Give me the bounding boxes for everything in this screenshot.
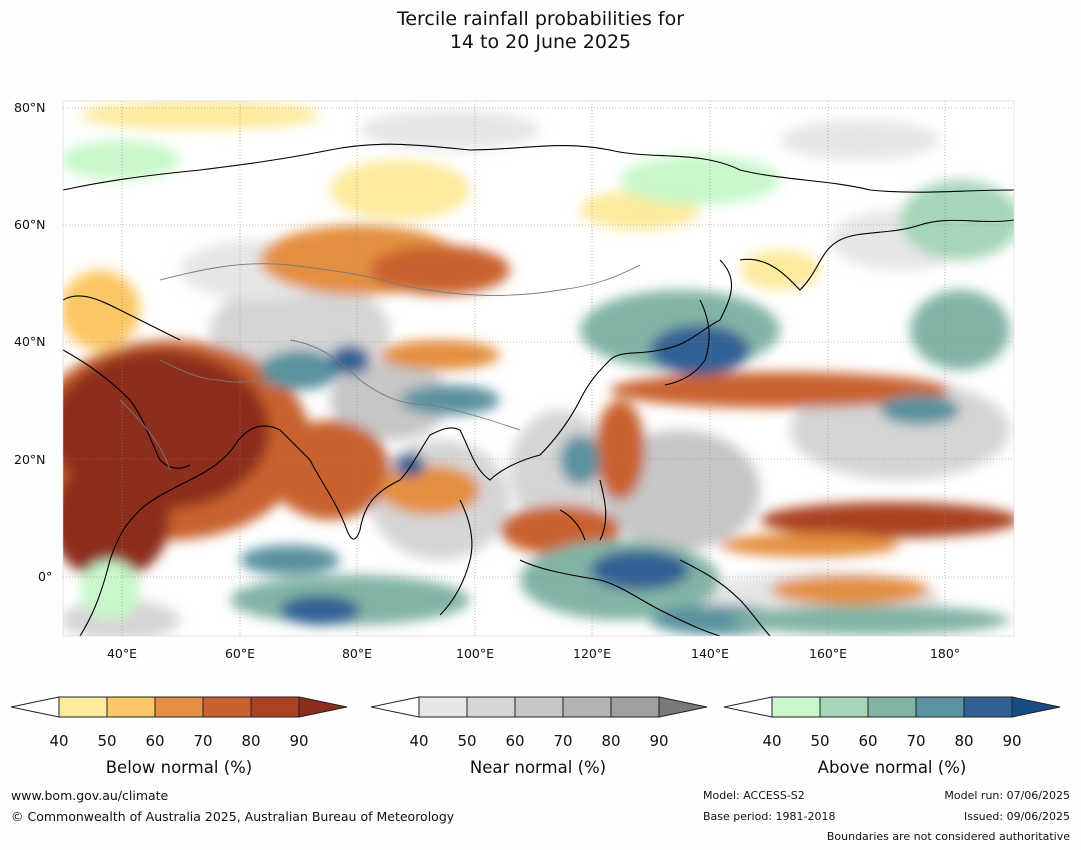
lat-label-equator: 0° [38,569,53,584]
country-borders [119,263,641,471]
cbar-near-tick: 70 [553,732,573,750]
colorbar-below-normal [10,696,348,718]
colorbar-near-normal [370,696,708,718]
cbar-above-tick: 70 [906,732,926,750]
lat-label-40n: 40°N [14,334,46,349]
cbar-above-seg-1 [819,696,869,718]
cbar-above-tick: 40 [762,732,782,750]
chart-title: Tercile rainfall probabilities for 14 to… [0,8,1081,54]
lat-label-60n: 60°N [14,217,46,232]
base-period: Base period: 1981-2018 [703,810,836,823]
lat-label-20n: 20°N [14,452,46,467]
colorbar-above-title: Above normal (%) [817,758,967,777]
model-name: Model: ACCESS-S2 [703,789,805,802]
boundaries-disclaimer: Boundaries are not considered authoritat… [826,830,1070,843]
title-line-1: Tercile rainfall probabilities for [396,8,685,30]
cbar-near-tick: 40 [409,732,429,750]
cbar-below-seg-1 [106,696,156,718]
map-field [63,101,1014,636]
model-run-date: Model run: 07/06/2025 [944,789,1070,802]
copyright-text: © Commonwealth of Australia 2025, Austra… [11,809,455,824]
graticule [63,101,1014,636]
issued-date: Issued: 09/06/2025 [963,810,1070,823]
cbar-near-seg-2 [514,696,564,718]
cbar-near-high-extend [658,696,708,718]
cbar-below-low-extend [10,696,60,718]
cbar-near-low-extend [370,696,420,718]
cbar-above-tick: 50 [810,732,830,750]
lon-label-140e: 140°E [690,646,730,661]
lon-label-100e: 100°E [455,646,495,661]
cbar-near-tick: 60 [505,732,525,750]
cbar-near-seg-0 [418,696,468,718]
cbar-below-high-extend [298,696,348,718]
cbar-near-seg-4 [610,696,660,718]
lon-label-160e: 160°E [808,646,848,661]
title-line-2: 14 to 20 June 2025 [449,31,632,53]
lon-label-40e: 40°E [106,646,138,661]
cbar-below-tick: 60 [145,732,165,750]
cbar-above-seg-0 [771,696,821,718]
cbar-near-seg-1 [466,696,516,718]
colorbar-near-title: Near normal (%) [469,758,607,777]
probability-shading [63,101,1014,636]
colorbar-below-title: Below normal (%) [105,758,253,777]
lon-label-180: 180° [929,646,961,661]
lat-label-80n: 80°N [14,100,46,115]
cbar-above-tick: 80 [954,732,974,750]
website-link[interactable]: www.bom.gov.au/climate [11,788,169,803]
cbar-above-high-extend [1011,696,1061,718]
cbar-above-low-extend [723,696,773,718]
cbar-above-seg-2 [867,696,917,718]
cbar-near-tick: 50 [457,732,477,750]
cbar-near-tick: 80 [601,732,621,750]
cbar-above-seg-3 [915,696,965,718]
cbar-above-seg-4 [963,696,1013,718]
cbar-below-tick: 80 [241,732,261,750]
map-frame [62,100,1015,637]
cbar-below-seg-4 [250,696,300,718]
cbar-near-seg-3 [562,696,612,718]
cbar-below-seg-3 [202,696,252,718]
lon-label-60e: 60°E [224,646,256,661]
coastlines [63,143,1014,636]
cbar-below-tick: 70 [193,732,213,750]
cbar-below-tick: 40 [49,732,69,750]
lon-label-120e: 120°E [572,646,612,661]
cbar-above-tick: 60 [858,732,878,750]
colorbar-above-normal [723,696,1061,718]
cbar-near-tick: 90 [649,732,669,750]
cbar-below-seg-2 [154,696,204,718]
lon-label-80e: 80°E [341,646,373,661]
cbar-below-seg-0 [58,696,108,718]
cbar-above-tick: 90 [1002,732,1022,750]
cbar-below-tick: 90 [289,732,309,750]
cbar-below-tick: 50 [97,732,117,750]
